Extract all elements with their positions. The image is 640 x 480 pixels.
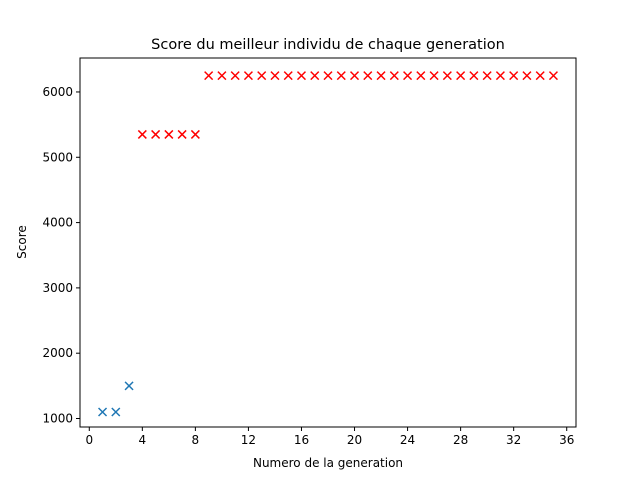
data-point [389, 71, 399, 81]
data-point [98, 407, 108, 417]
data-point [190, 129, 200, 139]
x-tick-label: 8 [192, 433, 200, 447]
data-point [456, 71, 466, 81]
data-points [98, 71, 558, 417]
x-tick-label: 16 [294, 433, 309, 447]
data-point [137, 129, 147, 139]
x-tick-label: 20 [347, 433, 362, 447]
data-point [416, 71, 426, 81]
y-axis-label: Score [15, 225, 29, 259]
data-point [482, 71, 492, 81]
data-point [495, 71, 505, 81]
data-point [151, 129, 161, 139]
data-point [270, 71, 280, 81]
data-point [230, 71, 240, 81]
series-2 [137, 71, 558, 139]
chart-title: Score du meilleur individu de chaque gen… [151, 37, 505, 53]
data-point [349, 71, 360, 81]
y-tick-label: 1000 [42, 412, 73, 426]
data-point [310, 71, 320, 81]
y-tick-label: 4000 [42, 216, 73, 230]
data-point [243, 71, 253, 81]
x-axis-ticks: 0 4 8 12 16 20 24 28 32 36 [85, 427, 574, 447]
data-point [124, 381, 134, 391]
data-point [336, 71, 346, 81]
data-point [283, 71, 293, 81]
y-axis-ticks: 1000 2000 3000 4000 5000 6000 [42, 85, 80, 426]
data-point [177, 129, 187, 139]
data-point [509, 71, 519, 81]
y-tick-label: 2000 [42, 346, 73, 360]
data-point [403, 71, 413, 81]
data-point [376, 71, 386, 81]
data-point [164, 129, 174, 139]
data-point [217, 71, 227, 81]
data-point [548, 71, 558, 81]
x-axis-label: Numero de la generation [253, 456, 403, 470]
x-tick-label: 28 [453, 433, 468, 447]
data-point [442, 71, 452, 81]
y-tick-label: 5000 [42, 150, 73, 164]
y-tick-label: 3000 [42, 281, 73, 295]
data-point [363, 71, 373, 81]
x-tick-label: 12 [241, 433, 256, 447]
data-point [257, 71, 267, 81]
data-point [111, 407, 121, 417]
x-tick-label: 4 [139, 433, 147, 447]
series-1 [98, 381, 134, 417]
data-point [535, 71, 545, 81]
x-tick-label: 32 [506, 433, 521, 447]
data-point [296, 71, 307, 81]
plot-frame [79, 57, 577, 428]
x-tick-label: 24 [400, 433, 415, 447]
data-point [429, 71, 439, 81]
x-tick-label: 36 [559, 433, 574, 447]
data-point [204, 71, 214, 81]
data-point [323, 71, 333, 81]
data-point [522, 71, 532, 81]
y-tick-label: 6000 [42, 85, 73, 99]
data-point [469, 71, 479, 81]
x-tick-label: 0 [85, 433, 93, 447]
